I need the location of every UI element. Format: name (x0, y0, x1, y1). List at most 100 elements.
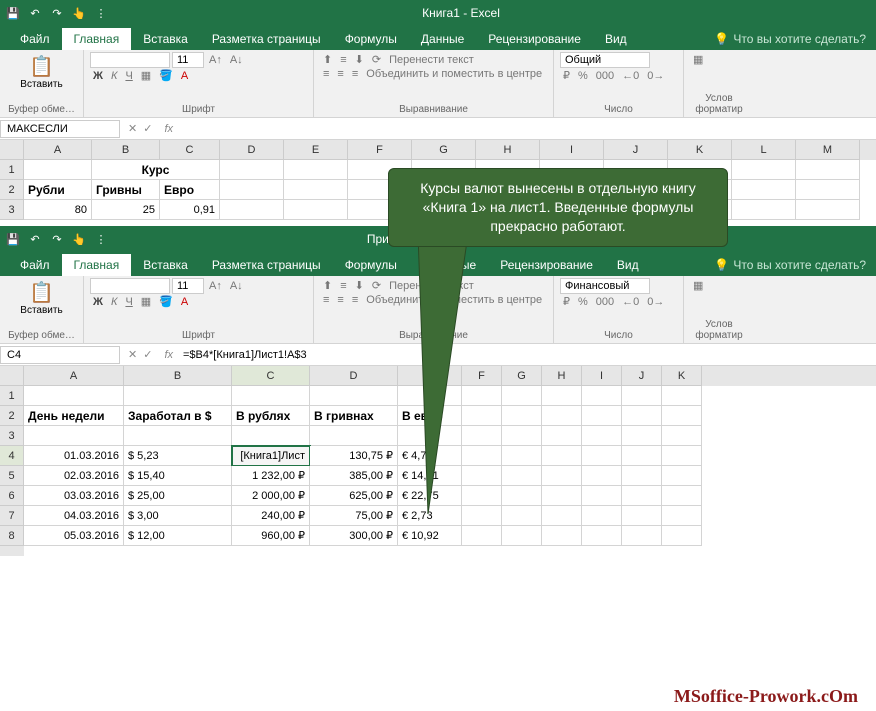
paste-button[interactable]: 📋Вставить (6, 278, 77, 318)
cell[interactable] (124, 426, 232, 446)
inc-dec-icon[interactable]: ←0 (619, 295, 642, 309)
tab-review[interactable]: Рецензирование (488, 254, 605, 276)
cell[interactable]: Рубли (24, 180, 92, 200)
align-left-icon[interactable]: ≡ (320, 293, 332, 307)
align-bot-icon[interactable]: ⬇ (352, 278, 367, 293)
cell[interactable]: 0,91 (160, 200, 220, 220)
cell[interactable]: 240,00 ₽ (232, 506, 310, 526)
cell[interactable]: Евро (160, 180, 220, 200)
cell[interactable] (622, 506, 662, 526)
comma-icon[interactable]: 000 (593, 69, 617, 83)
cell[interactable] (732, 160, 796, 180)
shrink-icon[interactable]: A↓ (227, 279, 246, 293)
cell[interactable] (124, 386, 232, 406)
cell[interactable] (502, 486, 542, 506)
font-size-select[interactable] (172, 278, 204, 294)
cell[interactable] (310, 426, 398, 446)
cell[interactable] (582, 526, 622, 546)
cell[interactable] (662, 526, 702, 546)
fill-icon[interactable]: 🪣 (156, 68, 176, 83)
tab-view[interactable]: Вид (605, 254, 651, 276)
cell[interactable] (284, 160, 348, 180)
col-hdr[interactable]: H (476, 140, 540, 160)
col-hdr[interactable]: G (412, 140, 476, 160)
align-top-icon[interactable]: ⬆ (320, 278, 335, 293)
col-hdr[interactable]: D (220, 140, 284, 160)
cell[interactable]: 2 000,00 ₽ (232, 486, 310, 506)
tab-pagelayout[interactable]: Разметка страницы (200, 28, 333, 50)
cell[interactable] (542, 406, 582, 426)
col-hdr[interactable]: G (502, 366, 542, 386)
row-hdr[interactable]: 1 (0, 386, 24, 406)
dec-dec-icon[interactable]: 0→ (644, 295, 667, 309)
cell[interactable] (796, 180, 860, 200)
cell[interactable] (24, 386, 124, 406)
cell[interactable] (232, 426, 310, 446)
undo-icon[interactable]: ↶ (26, 4, 44, 22)
cell[interactable] (502, 466, 542, 486)
name-box-2[interactable] (0, 346, 120, 364)
cell[interactable] (662, 426, 702, 446)
cell[interactable] (542, 446, 582, 466)
font-size-select[interactable] (172, 52, 204, 68)
align-bot-icon[interactable]: ⬇ (352, 52, 367, 67)
align-left-icon[interactable]: ≡ (320, 67, 332, 81)
cell[interactable] (622, 406, 662, 426)
cell[interactable]: 75,00 ₽ (310, 506, 398, 526)
underline-button[interactable]: Ч (122, 69, 135, 83)
col-hdr[interactable]: M (796, 140, 860, 160)
align-center-icon[interactable]: ≡ (334, 293, 346, 307)
cell[interactable]: 1 232,00 ₽ (232, 466, 310, 486)
row-hdr[interactable]: 7 (0, 506, 24, 526)
cell[interactable]: $ 3,00 (124, 506, 232, 526)
tab-insert[interactable]: Вставка (131, 254, 200, 276)
shrink-icon[interactable]: A↓ (227, 53, 246, 67)
align-top-icon[interactable]: ⬆ (320, 52, 335, 67)
cell[interactable] (622, 486, 662, 506)
cell[interactable]: 960,00 ₽ (232, 526, 310, 546)
cancel-icon[interactable]: ✕ (128, 348, 137, 361)
enter-icon[interactable]: ✓ (143, 348, 152, 361)
cell[interactable] (310, 386, 398, 406)
row-hdr[interactable]: 4 (0, 446, 24, 466)
col-hdr[interactable]: J (622, 366, 662, 386)
cell[interactable] (502, 446, 542, 466)
align-right-icon[interactable]: ≡ (349, 293, 361, 307)
tellme-1[interactable]: 💡Что вы хотите сделать? (704, 28, 876, 50)
col-hdr[interactable]: A (24, 140, 92, 160)
orient-icon[interactable]: ⟳ (369, 52, 384, 67)
tab-file[interactable]: Файл (8, 254, 62, 276)
cell[interactable]: В гривнах (310, 406, 398, 426)
cell[interactable] (542, 506, 582, 526)
tab-formulas[interactable]: Формулы (333, 254, 409, 276)
align-mid-icon[interactable]: ≡ (337, 279, 349, 293)
cell[interactable]: День недели (24, 406, 124, 426)
align-right-icon[interactable]: ≡ (349, 67, 361, 81)
col-hdr[interactable]: L (732, 140, 796, 160)
cell[interactable]: 385,00 ₽ (310, 466, 398, 486)
number-format-select[interactable] (560, 278, 650, 294)
font-family-select[interactable] (90, 52, 170, 68)
cell[interactable] (582, 426, 622, 446)
font-color-icon[interactable]: A (178, 295, 191, 309)
bold-button[interactable]: Ж (90, 295, 106, 309)
tab-insert[interactable]: Вставка (131, 28, 200, 50)
row-hdr[interactable]: 1 (0, 160, 24, 180)
cell[interactable] (542, 386, 582, 406)
col-hdr[interactable]: E (284, 140, 348, 160)
cell[interactable]: $ 15,40 (124, 466, 232, 486)
redo-icon[interactable]: ↷ (48, 230, 66, 248)
cell[interactable] (622, 466, 662, 486)
row-hdr[interactable]: 3 (0, 200, 24, 220)
row-hdr[interactable]: 2 (0, 406, 24, 426)
cell[interactable] (220, 160, 284, 180)
cell[interactable] (220, 200, 284, 220)
cell[interactable] (582, 446, 622, 466)
cell[interactable] (542, 426, 582, 446)
cell[interactable]: Гривны (92, 180, 160, 200)
fx-icon[interactable]: fx (160, 349, 177, 361)
border-icon[interactable]: ▦ (138, 294, 154, 309)
cell[interactable] (796, 160, 860, 180)
qat-dropdown-icon[interactable]: ⋮ (92, 230, 110, 248)
cell[interactable]: 300,00 ₽ (310, 526, 398, 546)
